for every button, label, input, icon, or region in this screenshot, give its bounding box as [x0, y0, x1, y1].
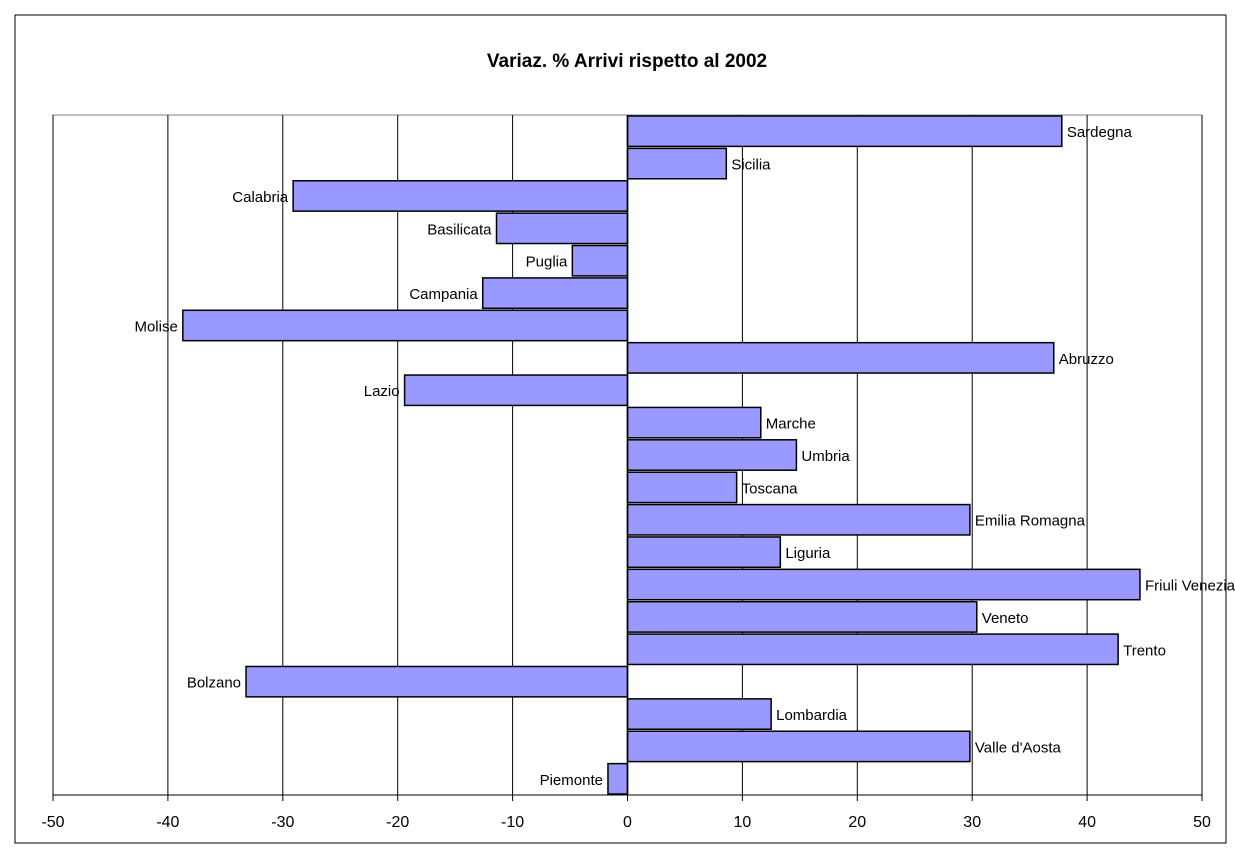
data-label: Abruzzo	[1059, 351, 1114, 368]
data-label: Basilicata	[427, 221, 492, 238]
x-tick-label: -30	[271, 814, 294, 831]
x-tick-label: 50	[1193, 814, 1211, 831]
chart-title: Variaz. % Arrivi rispetto al 2002	[487, 51, 767, 72]
bar	[626, 568, 1141, 601]
data-label: Valle d'Aosta	[975, 739, 1062, 756]
data-label: Marche	[766, 416, 816, 433]
data-label: Sardegna	[1067, 124, 1133, 141]
x-tick-label: 20	[848, 814, 866, 831]
data-label: Piemonte	[540, 772, 603, 789]
x-tick-label: -10	[501, 814, 524, 831]
data-label: Sicilia	[731, 157, 771, 174]
data-label: Puglia	[526, 254, 568, 271]
bar	[626, 147, 728, 180]
bar	[626, 536, 782, 569]
x-tick-label: 40	[1078, 814, 1096, 831]
data-label: Trento	[1123, 642, 1166, 659]
x-tick-label: 30	[963, 814, 981, 831]
data-label: Emilia Romagna	[975, 513, 1086, 530]
data-label: Umbria	[801, 448, 850, 465]
bar	[626, 439, 798, 471]
data-label: Friuli Venezia Giulia	[1145, 577, 1235, 594]
data-label: Bolzano	[187, 675, 241, 692]
bar	[626, 730, 971, 763]
data-label: Veneto	[982, 610, 1029, 627]
x-tick-label: -40	[156, 814, 179, 831]
bar	[182, 309, 629, 342]
bar	[626, 115, 1063, 148]
x-tick-label: 10	[734, 814, 752, 831]
data-label: Lombardia	[776, 707, 848, 724]
x-tick-label: 0	[623, 814, 632, 831]
x-tick-label: -50	[41, 814, 64, 831]
bar	[245, 665, 629, 698]
x-tick-label: -20	[386, 814, 409, 831]
bar	[626, 698, 772, 730]
data-label: Lazio	[364, 383, 400, 400]
bar	[481, 277, 629, 310]
bar	[626, 471, 738, 504]
bar	[403, 374, 629, 407]
bar	[626, 600, 978, 633]
bar	[626, 633, 1119, 666]
data-label: Campania	[409, 286, 478, 303]
bar	[626, 341, 1055, 374]
data-label: Molise	[134, 318, 177, 335]
data-label: Toscana	[742, 480, 799, 497]
bar	[571, 244, 629, 277]
bar	[495, 212, 629, 245]
bar	[292, 180, 629, 212]
bar	[607, 762, 629, 795]
data-label: Liguria	[785, 545, 831, 562]
bar	[626, 503, 971, 536]
data-label: Calabria	[232, 189, 289, 206]
bar	[626, 406, 762, 439]
